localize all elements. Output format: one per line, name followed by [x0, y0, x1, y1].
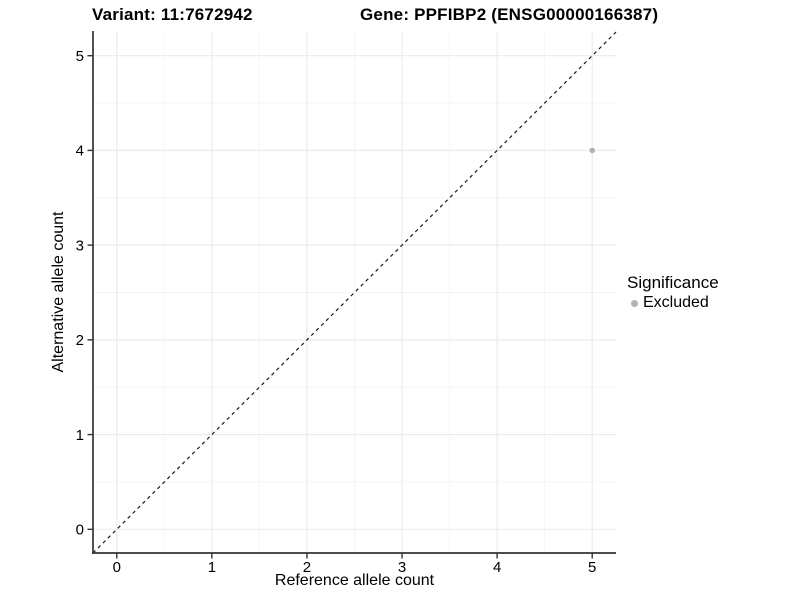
- x-tick-label: 5: [588, 559, 596, 576]
- x-tick-label: 2: [303, 559, 311, 576]
- x-tick-label: 4: [493, 559, 501, 576]
- x-tick-label: 0: [113, 559, 121, 576]
- legend: Significance Excluded: [627, 273, 719, 312]
- plot-title-variant: Variant: 11:7672942: [92, 5, 253, 24]
- y-axis-title: Alternative allele count: [50, 211, 67, 373]
- data-point: [589, 147, 596, 154]
- plot-title-gene: Gene: PPFIBP2 (ENSG00000166387): [360, 5, 659, 24]
- y-tick-label: 4: [76, 143, 84, 160]
- y-tick-label: 3: [76, 237, 84, 254]
- x-tick-label: 3: [398, 559, 406, 576]
- y-tick-label: 2: [76, 332, 84, 349]
- x-tick-label: 1: [208, 559, 216, 576]
- legend-item-label: Excluded: [643, 294, 709, 311]
- y-tick-label: 0: [76, 522, 84, 539]
- x-axis-title: Reference allele count: [274, 572, 435, 589]
- legend-key-point-icon: [631, 299, 638, 307]
- y-tick-label: 1: [76, 427, 84, 444]
- legend-item-excluded: Excluded: [631, 294, 719, 312]
- legend-title: Significance: [627, 273, 719, 292]
- y-tick-label: 5: [76, 48, 84, 65]
